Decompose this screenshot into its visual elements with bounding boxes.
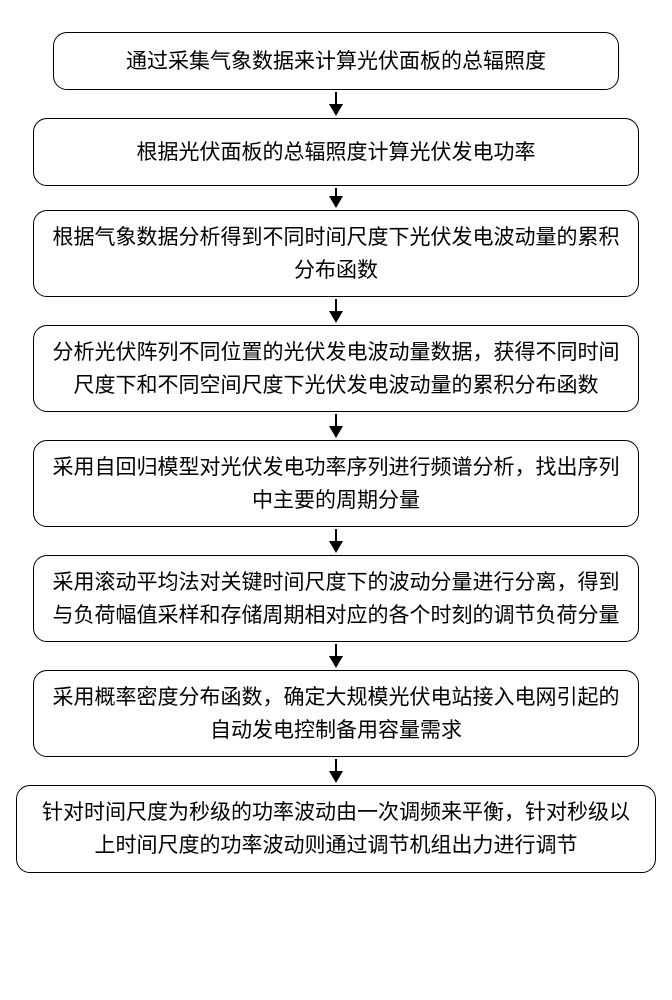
flow-node: 针对时间尺度为秒级的功率波动由一次调频来平衡，针对秒级以上时间尺度的功率波动则通… (16, 785, 656, 872)
flow-arrow (329, 414, 343, 438)
flowchart: 通过采集气象数据来计算光伏面板的总辐照度根据光伏面板的总辐照度计算光伏发电功率根… (0, 32, 672, 873)
flow-node-label: 根据气象数据分析得到不同时间尺度下光伏发电波动量的累积分布函数 (50, 221, 622, 286)
arrow-line (335, 299, 337, 311)
arrow-line (335, 529, 337, 541)
flow-node-label: 采用自回归模型对光伏发电功率序列进行频谱分析，找出序列中主要的周期分量 (50, 451, 622, 516)
arrow-head-icon (329, 771, 343, 783)
flow-node-label: 分析光伏阵列不同位置的光伏发电波动量数据，获得不同时间尺度下和不同空间尺度下光伏… (50, 336, 622, 401)
arrow-head-icon (329, 541, 343, 553)
flow-arrow (329, 188, 343, 208)
arrow-head-icon (329, 311, 343, 323)
arrow-line (335, 759, 337, 771)
arrow-line (335, 92, 337, 104)
flow-arrow (329, 529, 343, 553)
flow-node-label: 通过采集气象数据来计算光伏面板的总辐照度 (126, 45, 546, 78)
flow-node: 通过采集气象数据来计算光伏面板的总辐照度 (53, 32, 619, 90)
flow-node-label: 根据光伏面板的总辐照度计算光伏发电功率 (137, 136, 536, 169)
flow-arrow (329, 299, 343, 323)
arrow-head-icon (329, 196, 343, 208)
arrow-head-icon (329, 426, 343, 438)
flow-arrow (329, 644, 343, 668)
flow-node-label: 采用概率密度分布函数，确定大规模光伏电站接入电网引起的自动发电控制备用容量需求 (50, 681, 622, 746)
flow-node: 分析光伏阵列不同位置的光伏发电波动量数据，获得不同时间尺度下和不同空间尺度下光伏… (33, 325, 639, 412)
flow-node: 根据光伏面板的总辐照度计算光伏发电功率 (33, 118, 639, 186)
flow-node: 根据气象数据分析得到不同时间尺度下光伏发电波动量的累积分布函数 (33, 210, 639, 297)
arrow-head-icon (329, 104, 343, 116)
arrow-line (335, 188, 337, 196)
flow-node: 采用滚动平均法对关键时间尺度下的波动分量进行分离，得到与负荷幅值采样和存储周期相… (33, 555, 639, 642)
flowchart-canvas: 通过采集气象数据来计算光伏面板的总辐照度根据光伏面板的总辐照度计算光伏发电功率根… (0, 0, 672, 1000)
flow-node: 采用概率密度分布函数，确定大规模光伏电站接入电网引起的自动发电控制备用容量需求 (33, 670, 639, 757)
arrow-head-icon (329, 656, 343, 668)
flow-node-label: 采用滚动平均法对关键时间尺度下的波动分量进行分离，得到与负荷幅值采样和存储周期相… (50, 566, 622, 631)
flow-arrow (329, 92, 343, 116)
flow-node: 采用自回归模型对光伏发电功率序列进行频谱分析，找出序列中主要的周期分量 (33, 440, 639, 527)
flow-node-label: 针对时间尺度为秒级的功率波动由一次调频来平衡，针对秒级以上时间尺度的功率波动则通… (33, 796, 639, 861)
arrow-line (335, 644, 337, 656)
arrow-line (335, 414, 337, 426)
flow-arrow (329, 759, 343, 783)
